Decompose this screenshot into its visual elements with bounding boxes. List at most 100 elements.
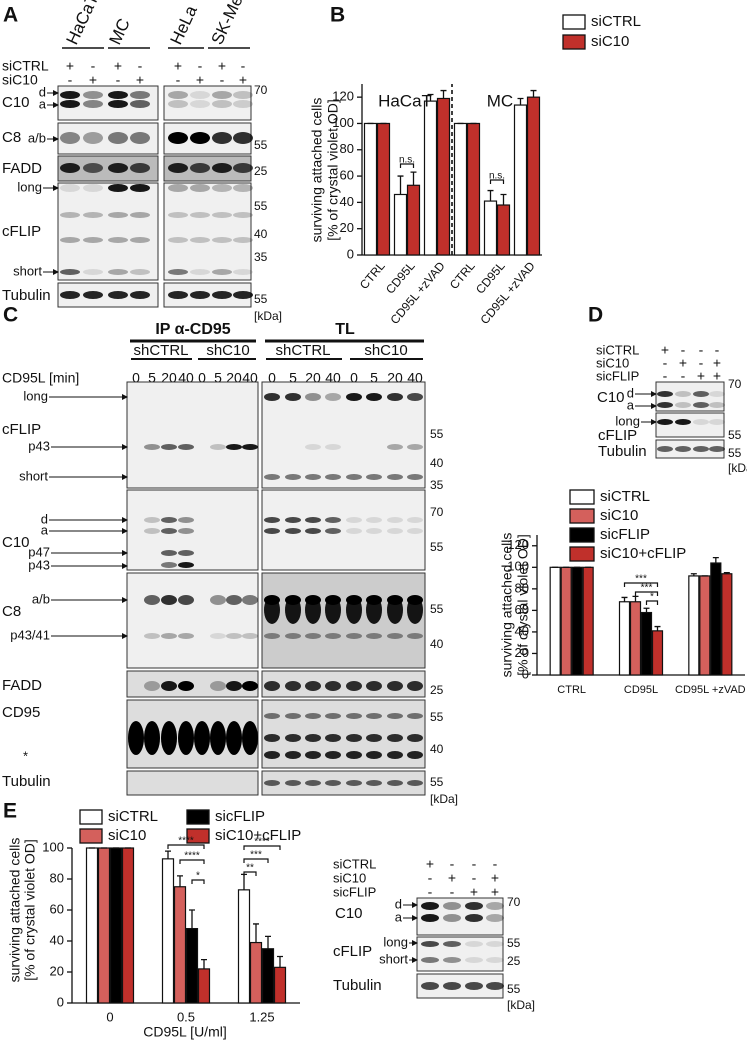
band [108,100,128,108]
sign: + [239,72,247,88]
band [210,633,226,639]
error-bar [410,171,417,186]
y-axis-label: [% of crystal violet OD] [325,99,341,241]
sign: + [491,870,499,886]
bar [273,966,287,1004]
band [305,681,321,691]
size-marker: 70 [507,895,521,909]
band [144,595,160,605]
band [264,517,280,523]
band [83,237,103,243]
band [233,132,253,144]
bar [423,100,438,256]
panel-label: A [3,4,18,27]
band [407,751,423,759]
band [178,721,194,755]
band [346,734,362,742]
band [161,721,177,755]
bar [549,566,561,676]
sign: - [428,870,433,886]
time: 0 [350,370,358,386]
size-marker: 55 [430,710,444,724]
band [366,734,382,742]
band [194,721,210,755]
band [264,681,280,691]
sign: - [681,368,686,384]
band [168,269,188,275]
row-label: Tubulin [2,773,51,790]
band [325,681,341,691]
significance-bracket [623,582,659,587]
y-tick-label: 80 [50,870,64,885]
bar [376,122,391,256]
band [60,132,80,144]
row-label: Tubulin [333,977,382,994]
sign-row-label: sicFLIP [333,884,376,899]
band [168,163,188,173]
band [675,419,691,425]
band [242,444,258,450]
band [212,291,232,299]
significance-bracket [645,600,659,605]
band [387,393,403,401]
band-label: a [395,909,403,924]
bar [453,122,468,256]
y-tick-label: 120 [507,537,529,552]
sign: - [138,58,143,74]
blot-box [163,182,252,281]
band [190,184,210,192]
legend-swatch [186,809,210,825]
panel-label: B [330,4,345,27]
time: 0 [132,370,140,386]
band [83,291,103,299]
bar [185,927,199,1004]
band [144,721,160,755]
y-tick-label: 0 [522,666,529,681]
row-label: Tubulin [598,443,647,460]
blot-box [655,412,725,438]
sign: + [697,368,705,384]
time: 0 [198,370,206,386]
band [233,269,253,275]
band [168,100,188,108]
sign: + [679,355,687,371]
band [407,517,423,523]
band-label: a/b [28,130,46,145]
error-bar [189,909,195,929]
band [346,633,362,639]
band [264,713,280,719]
significance-label: * [650,592,654,603]
band [161,562,177,568]
band [443,941,461,947]
band [178,550,194,556]
band [212,91,232,99]
band [407,633,423,639]
band [108,163,128,173]
band-label: d [395,896,402,911]
legend-label: siCTRL [591,13,641,30]
error-bar [253,923,259,943]
band [346,517,362,523]
band [168,237,188,243]
band [60,269,80,275]
band [83,132,103,144]
legend-swatch [569,489,595,505]
band [264,528,280,534]
band [233,163,253,173]
band [693,391,709,397]
group-header: TL [335,321,355,338]
band [161,517,177,523]
sign: + [114,58,122,74]
band [325,517,341,523]
sign: + [713,355,721,371]
error-bar [397,175,404,195]
band [465,957,483,963]
row-label: cFLIP [2,223,41,240]
bar [710,562,722,676]
band [366,681,382,691]
significance-label: n.s. [399,155,415,166]
size-marker: 35 [254,250,268,264]
sign-row-label: siCTRL [2,58,49,74]
band [233,291,253,299]
legend-swatch [569,546,595,562]
